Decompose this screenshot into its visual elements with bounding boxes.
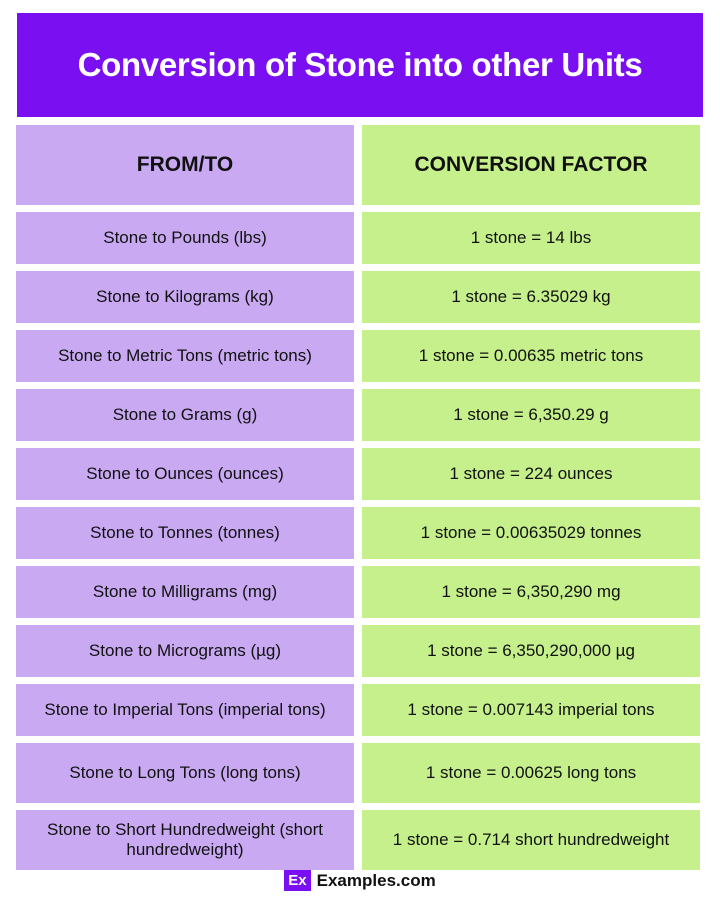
conversion-factor-cell: 1 stone = 14 lbs bbox=[362, 212, 700, 264]
from-to-cell: Stone to Metric Tons (metric tons) bbox=[16, 330, 354, 382]
conversion-factor-cell: 1 stone = 0.00635 metric tons bbox=[362, 330, 700, 382]
conversion-factor-cell: 1 stone = 6,350,290,000 µg bbox=[362, 625, 700, 677]
from-to-cell: Stone to Ounces (ounces) bbox=[16, 448, 354, 500]
from-to-cell: Stone to Kilograms (kg) bbox=[16, 271, 354, 323]
from-to-cell: Stone to Pounds (lbs) bbox=[16, 212, 354, 264]
from-to-cell: Stone to Grams (g) bbox=[16, 389, 354, 441]
conversion-factor-cell: 1 stone = 224 ounces bbox=[362, 448, 700, 500]
from-to-cell: Stone to Short Hundredweight (short hund… bbox=[16, 810, 354, 870]
conversion-factor-cell: 1 stone = 6,350.29 g bbox=[362, 389, 700, 441]
from-to-cell: Stone to Long Tons (long tons) bbox=[16, 743, 354, 803]
page-title: Conversion of Stone into other Units bbox=[17, 13, 703, 117]
from-to-cell: Stone to Micrograms (µg) bbox=[16, 625, 354, 677]
header-from-to: FROM/TO bbox=[16, 125, 354, 205]
conversion-factor-cell: 1 stone = 0.00625 long tons bbox=[362, 743, 700, 803]
from-to-cell: Stone to Tonnes (tonnes) bbox=[16, 507, 354, 559]
conversion-factor-cell: 1 stone = 6,350,290 mg bbox=[362, 566, 700, 618]
from-to-cell: Stone to Imperial Tons (imperial tons) bbox=[16, 684, 354, 736]
header-conversion-factor: CONVERSION FACTOR bbox=[362, 125, 700, 205]
conversion-table: FROM/TO CONVERSION FACTOR Stone to Pound… bbox=[16, 125, 702, 877]
footer-brand: Ex Examples.com bbox=[0, 870, 720, 891]
conversion-factor-cell: 1 stone = 6.35029 kg bbox=[362, 271, 700, 323]
conversion-factor-cell: 1 stone = 0.00635029 tonnes bbox=[362, 507, 700, 559]
examples-logo: Ex bbox=[284, 870, 311, 891]
brand-name: Examples.com bbox=[316, 870, 436, 890]
conversion-factor-cell: 1 stone = 0.007143 imperial tons bbox=[362, 684, 700, 736]
conversion-factor-cell: 1 stone = 0.714 short hundredweight bbox=[362, 810, 700, 870]
from-to-cell: Stone to Milligrams (mg) bbox=[16, 566, 354, 618]
